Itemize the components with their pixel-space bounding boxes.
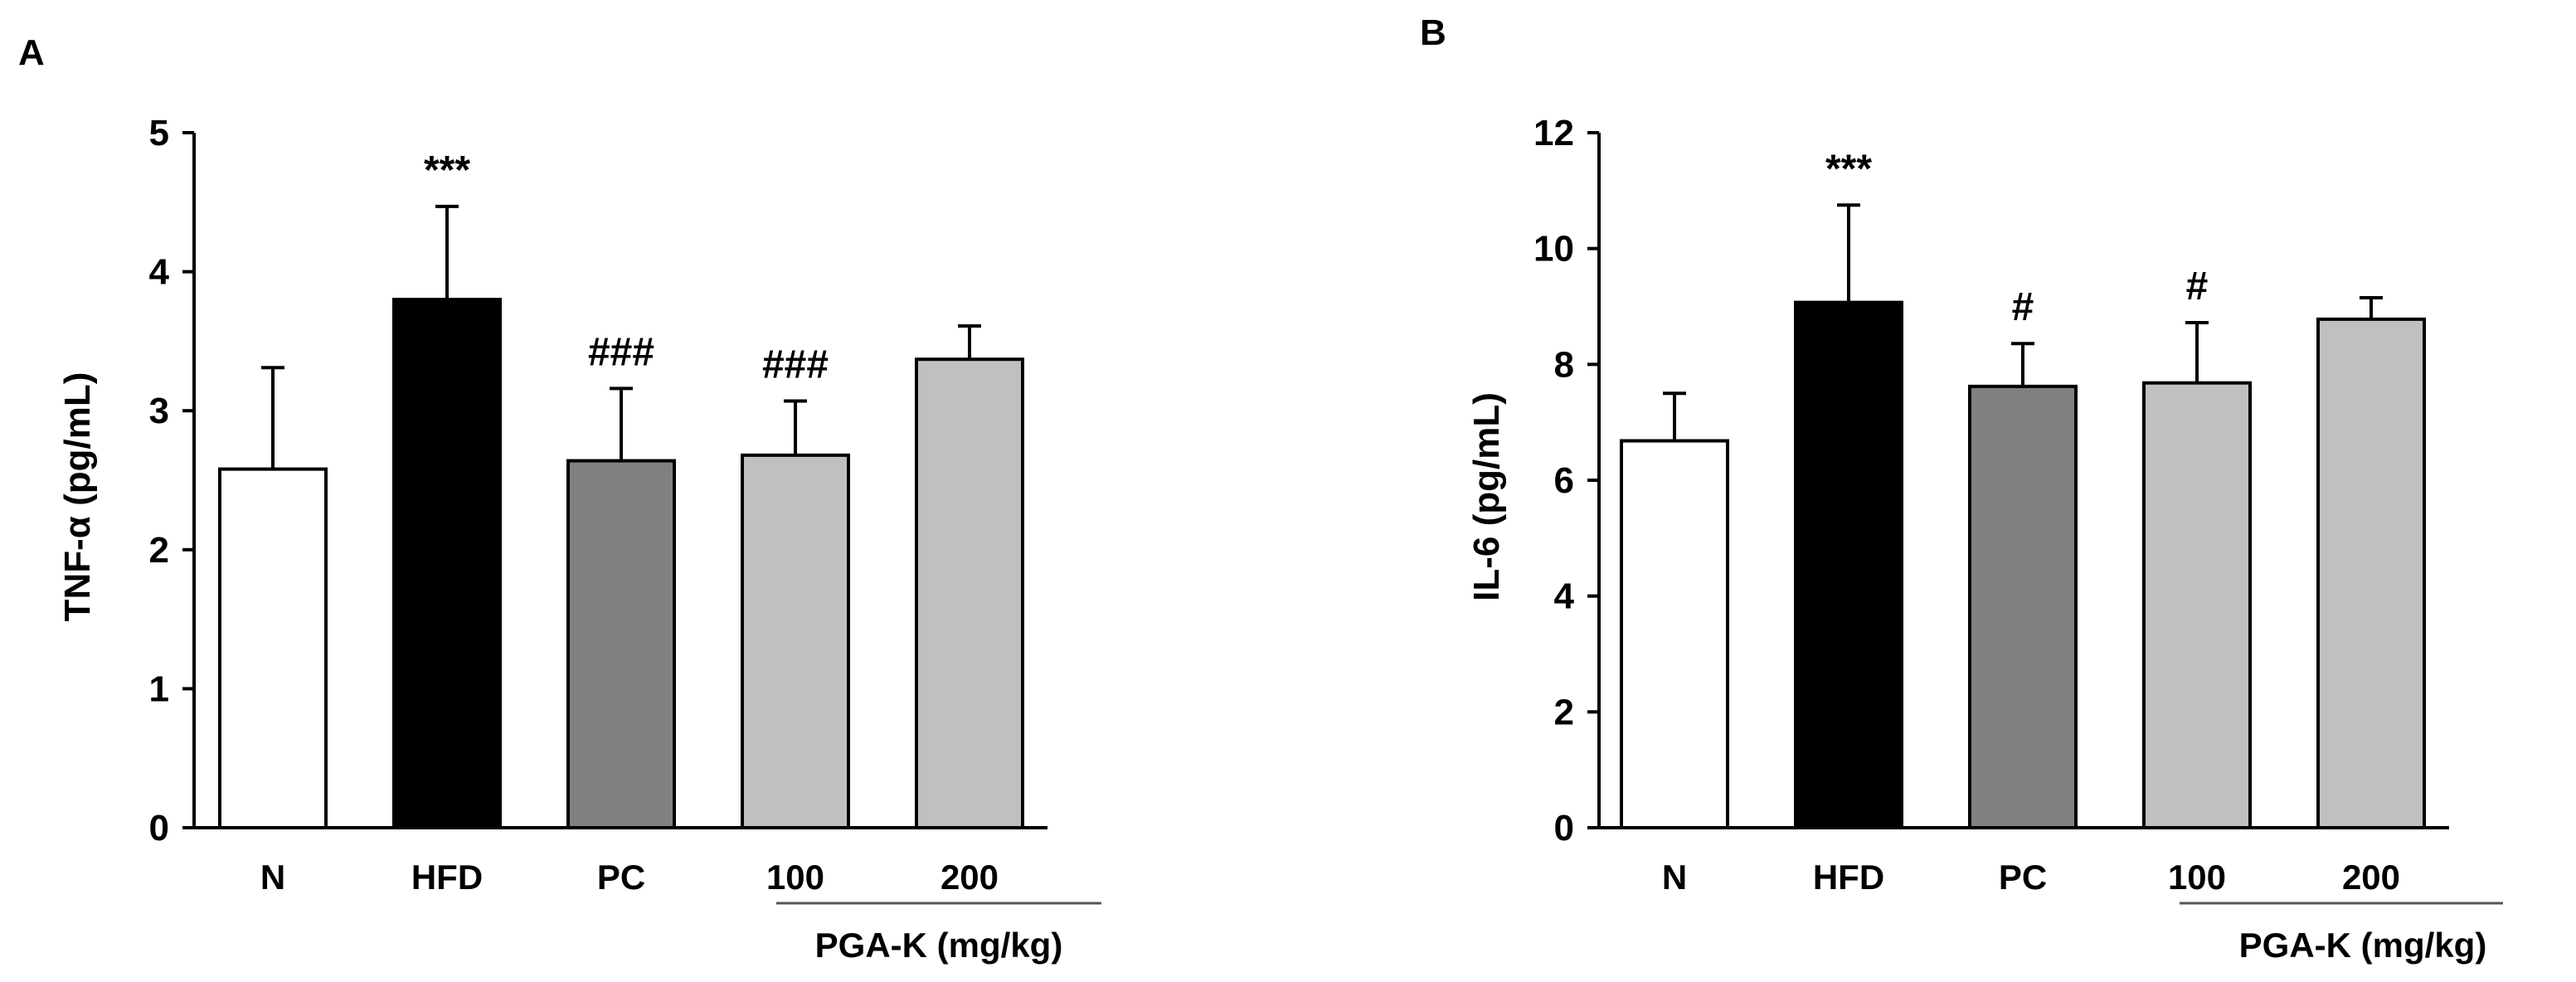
panel-b-il6-chart: B 0 2 4 6 8 10 12 IL-6 (pg/mL) N *** HFD # PC #100 200…	[1420, 12, 2503, 965]
y-tick-label: 1	[149, 668, 169, 709]
y-tick-label: 6	[1554, 460, 1574, 501]
bar-pc	[566, 459, 676, 829]
bar-100	[2142, 381, 2252, 829]
significance-label: #	[2186, 265, 2209, 309]
y-tick-label: 12	[1533, 113, 1574, 153]
x-tick-label: HFD	[1813, 858, 1884, 897]
x-tick-label: HFD	[411, 858, 483, 897]
bar-hfd	[1794, 300, 1903, 829]
bar-n	[218, 467, 328, 829]
bar-100	[741, 453, 850, 829]
y-tick-label: 2	[149, 530, 169, 571]
y-tick-label: 5	[149, 113, 169, 153]
panel-a-label: A	[18, 32, 45, 73]
y-tick-label: 2	[1554, 692, 1574, 732]
y-tick-label: 8	[1554, 344, 1574, 385]
bar-pc	[1968, 384, 2078, 829]
x-tick-label: 200	[940, 858, 999, 897]
y-axis-title: TNF-α (pg/mL)	[57, 372, 98, 622]
bar-hfd	[392, 298, 502, 829]
group-label: PGA-K (mg/kg)	[2239, 926, 2487, 965]
y-tick-label: 4	[1554, 576, 1575, 617]
group-label: PGA-K (mg/kg)	[815, 926, 1063, 965]
significance-label: ###	[762, 343, 829, 386]
significance-label: #	[2012, 285, 2034, 329]
x-tick-label: N	[260, 858, 285, 897]
x-tick-label: 100	[766, 858, 824, 897]
y-tick-label: 0	[1554, 808, 1574, 848]
x-tick-label: 100	[2168, 858, 2226, 897]
bar-200	[915, 357, 1024, 829]
panel-a-tnf-alpha-chart: A 0 1 2 3 4 5 TNF-α (pg/mL) N *** HFD ### PC ### 100 2…	[18, 32, 1101, 965]
significance-label: ***	[1825, 147, 1872, 191]
significance-label: ###	[588, 330, 654, 374]
bar-n	[1620, 439, 1729, 829]
x-tick-label: PC	[1999, 858, 2047, 897]
y-tick-label: 3	[149, 391, 169, 431]
y-tick-label: 10	[1533, 229, 1574, 270]
y-tick-label: 0	[149, 808, 169, 848]
significance-label: ***	[424, 148, 470, 192]
x-tick-label: 200	[2342, 858, 2400, 897]
bar-200	[2316, 317, 2426, 829]
x-tick-label: PC	[597, 858, 645, 897]
x-tick-label: N	[1662, 858, 1687, 897]
y-tick-label: 4	[149, 252, 170, 293]
panel-b-label: B	[1420, 12, 1446, 53]
y-axis-title: IL-6 (pg/mL)	[1466, 392, 1507, 601]
